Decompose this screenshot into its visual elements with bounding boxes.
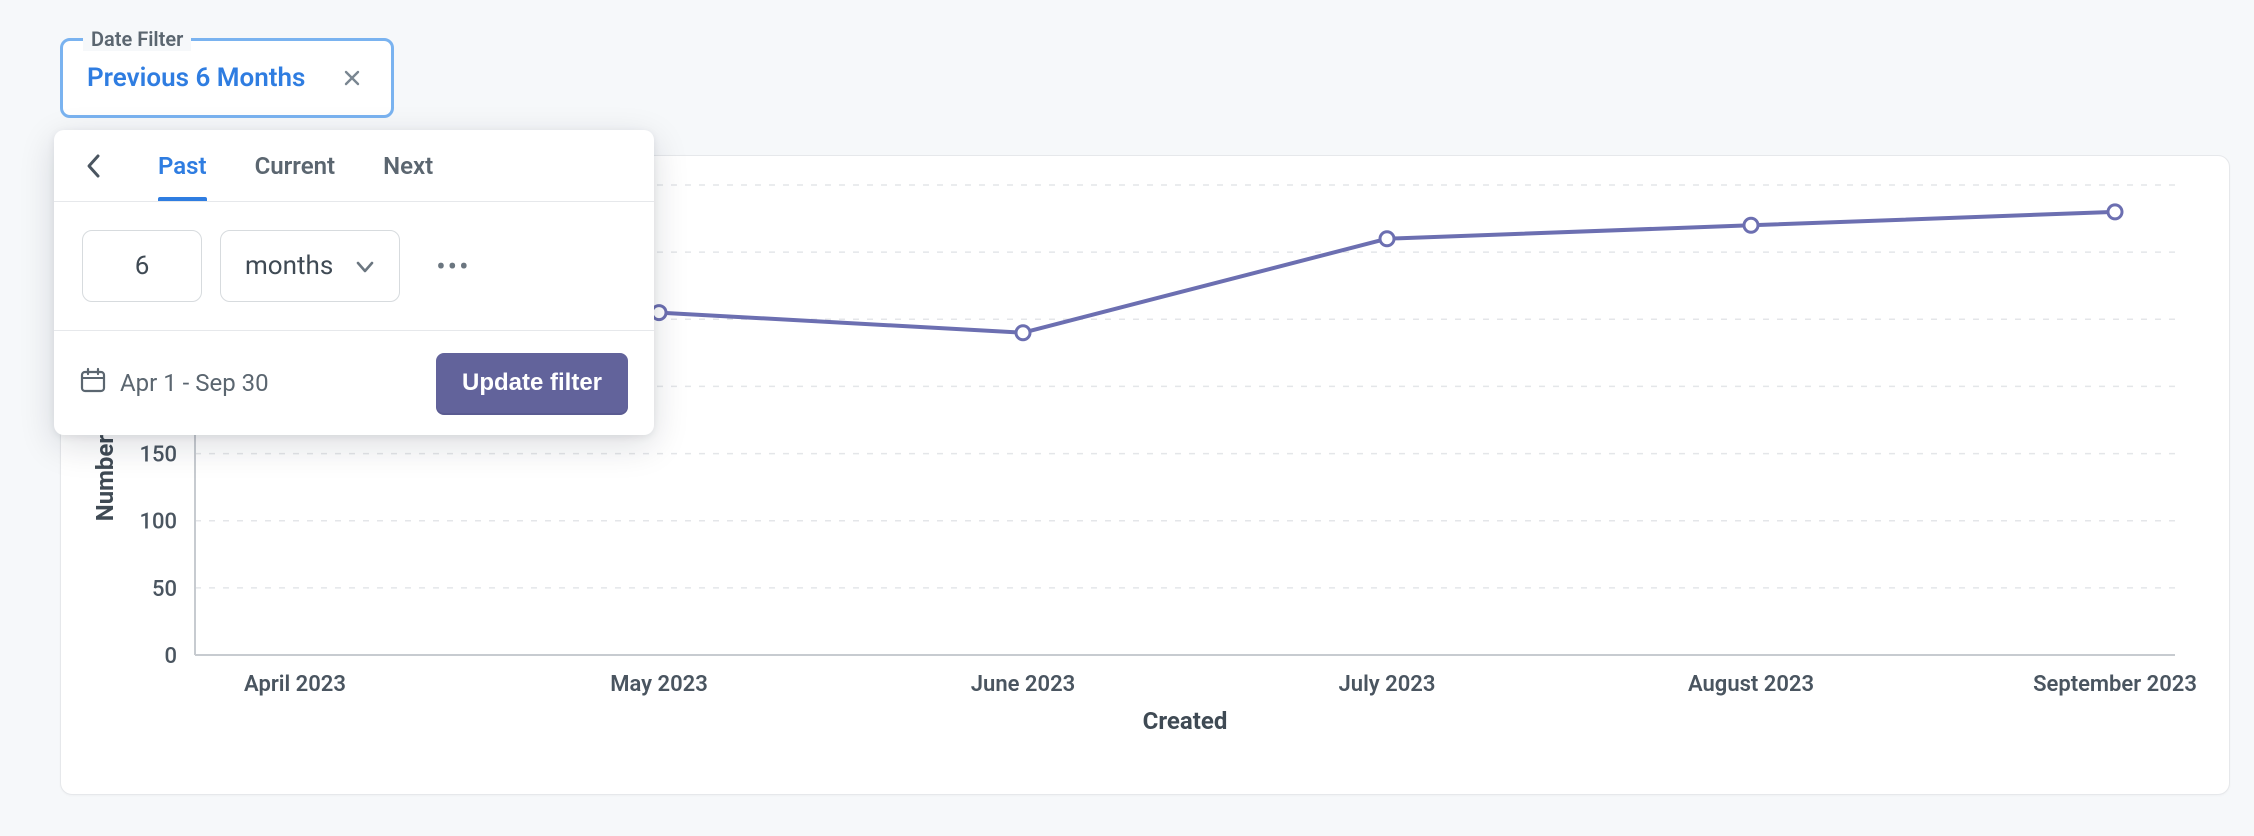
svg-text:0: 0 [164, 644, 177, 669]
date-filter-chip[interactable]: Date Filter Previous 6 Months [60, 38, 394, 118]
svg-text:May 2023: May 2023 [610, 672, 708, 697]
period-unit-value: months [245, 251, 333, 281]
update-filter-button[interactable]: Update filter [436, 353, 628, 413]
date-filter-dropdown: Past Current Next 6 months ••• Apr [54, 130, 654, 435]
period-unit-select[interactable]: months [220, 230, 400, 302]
dropdown-footer: Apr 1 - Sep 30 Update filter [54, 331, 654, 435]
date-range-text: Apr 1 - Sep 30 [120, 369, 269, 397]
svg-text:100: 100 [139, 510, 177, 535]
svg-text:September 2023: September 2023 [2033, 672, 2197, 697]
date-filter-legend: Date Filter [83, 27, 191, 51]
chevron-down-icon [355, 251, 375, 281]
tab-next[interactable]: Next [383, 132, 433, 200]
date-filter-value: Previous 6 Months [87, 63, 305, 93]
period-count-input[interactable]: 6 [82, 230, 202, 302]
svg-text:150: 150 [139, 443, 177, 468]
dropdown-tabs: Past Current Next [54, 130, 654, 202]
svg-text:August 2023: August 2023 [1688, 672, 1814, 697]
tab-current[interactable]: Current [255, 132, 336, 200]
calendar-icon [80, 367, 106, 399]
dropdown-body: 6 months ••• [54, 202, 654, 331]
svg-text:July 2023: July 2023 [1339, 672, 1436, 697]
back-icon[interactable] [78, 152, 110, 180]
svg-text:Created: Created [1143, 707, 1228, 735]
clear-filter-icon[interactable] [341, 67, 363, 89]
svg-text:June 2023: June 2023 [971, 672, 1075, 697]
date-range-display: Apr 1 - Sep 30 [80, 367, 269, 399]
period-count-value: 6 [135, 251, 150, 281]
svg-text:50: 50 [152, 577, 177, 602]
svg-text:April 2023: April 2023 [244, 672, 346, 697]
more-options-icon[interactable]: ••• [436, 250, 470, 283]
tab-past[interactable]: Past [158, 132, 207, 200]
